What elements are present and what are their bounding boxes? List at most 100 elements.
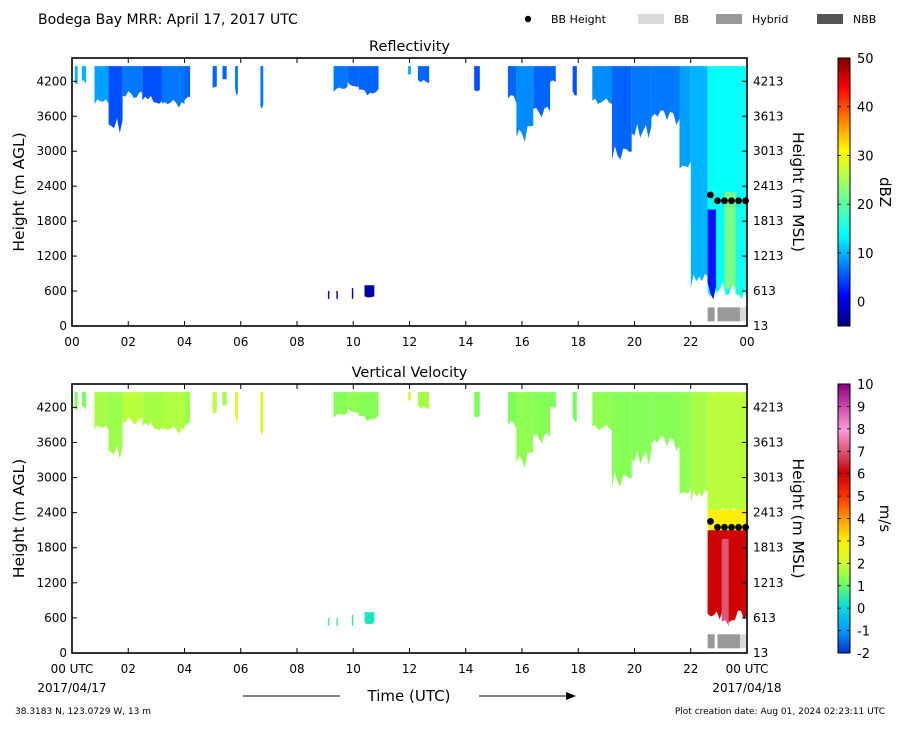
y-tick-label: 1200 (36, 576, 67, 590)
echo-column (533, 66, 551, 118)
legend-label: Hybrid (752, 13, 788, 26)
echo-column (358, 66, 379, 96)
bb-height-point (721, 197, 728, 205)
bb-height-point (714, 523, 721, 531)
echo-column (260, 66, 264, 109)
echo-column (651, 66, 680, 125)
echo-column (94, 392, 109, 431)
y2-tick-label: 3613 (753, 435, 784, 449)
legend-label: NBB (853, 13, 876, 26)
echo-column (651, 392, 680, 452)
echo-column (358, 392, 379, 422)
echo-column (707, 209, 717, 300)
echo-column (212, 392, 217, 415)
echo-column (235, 392, 238, 422)
legend-item-bb: BB (638, 13, 689, 26)
x-tick-label: 04 (177, 662, 192, 676)
colorbar-tick-label: -2 (857, 647, 870, 662)
legend-dot (524, 15, 532, 23)
y2-tick-label: 1813 (753, 541, 784, 555)
panel-title: Reflectivity (369, 39, 450, 55)
y2-tick-label: 2413 (753, 179, 784, 193)
y2-tick-label: 613 (753, 611, 776, 625)
x-tick-label: 18 (571, 662, 586, 676)
colorbar-tick-label: 1 (857, 580, 865, 595)
y-tick-label: 2400 (36, 179, 67, 193)
colorbar-tick-label: 40 (857, 101, 874, 116)
y-tick-label: 600 (44, 284, 67, 298)
echo-column (707, 392, 747, 524)
legend: BB Height BB Hybrid NBB (524, 13, 876, 26)
bb-height-point (735, 197, 742, 205)
echo-column (336, 291, 338, 300)
echo-column (679, 392, 691, 496)
y2-tick-label: 13 (753, 319, 768, 333)
bb-type-bar (739, 307, 747, 322)
echo-column (260, 392, 264, 435)
echo-column (333, 66, 348, 92)
x-tick-label: 02 (121, 335, 136, 349)
x-tick-label: 14 (458, 662, 473, 676)
echo-column (347, 392, 359, 414)
echo-column (222, 66, 227, 80)
echo-column (474, 66, 480, 92)
colorbar-label: m/s (876, 505, 894, 533)
x-axis-label: Time (UTC) (367, 687, 451, 705)
x-tick-label: 10 (346, 335, 361, 349)
legend-item-nbb: NBB (817, 13, 876, 26)
y-tick-label: 4200 (36, 74, 67, 88)
legend-label: BB Height (551, 13, 607, 26)
x-tick-label: 22 (683, 335, 698, 349)
colorbar-tick-label: 0 (857, 296, 865, 311)
echo-column (417, 392, 430, 410)
y2-axis-label: Height (m MSL) (789, 458, 807, 578)
echo-column (690, 66, 708, 289)
echo-column (81, 392, 87, 410)
echo-column (222, 392, 227, 406)
echo-column (122, 392, 143, 425)
y2-tick-label: 1813 (753, 214, 784, 228)
y-tick-label: 3000 (36, 144, 67, 158)
x-tick-label: 00 (64, 335, 79, 349)
echo-column (507, 66, 517, 104)
y2-tick-label: 3013 (753, 144, 784, 158)
echo-column (235, 66, 238, 96)
y-tick-label: 4200 (36, 400, 67, 414)
bb-type-bar (739, 634, 747, 649)
legend-swatch (638, 14, 664, 24)
echo-column (631, 66, 652, 139)
echo-column (327, 291, 330, 299)
colorbar-tick-label: 30 (857, 149, 874, 164)
colorbar-tick-label: 0 (857, 602, 865, 617)
x-tick-label: 08 (289, 335, 304, 349)
colorbar-tick-label: 7 (857, 445, 865, 460)
colorbar-tick-label: 50 (857, 52, 874, 67)
echo-column (184, 392, 191, 427)
y-axis-label: Height (m AGL) (10, 459, 28, 578)
echo-column (592, 66, 612, 104)
legend-swatch (716, 14, 742, 24)
x-tick-label: 00 UTC (726, 662, 769, 676)
x-tick-label: 18 (571, 335, 586, 349)
bb-height-point (742, 197, 749, 205)
echo-column (74, 392, 78, 411)
echo-column (108, 392, 123, 460)
bb-type-bar (707, 307, 715, 322)
echo-column (364, 612, 375, 625)
echo-column (81, 66, 87, 84)
y2-tick-label: 613 (753, 284, 776, 298)
echo-column (631, 392, 652, 465)
y-tick-label: 600 (44, 611, 67, 625)
y2-axis-label: Height (m MSL) (789, 132, 807, 252)
echo-column (592, 392, 612, 431)
echo-column (336, 617, 338, 627)
time-arrow-head (566, 692, 576, 700)
colorbar-tick-label: 3 (857, 535, 865, 550)
echo-column (184, 66, 191, 101)
echo-column (572, 392, 577, 422)
x-tick-label: 16 (514, 335, 529, 349)
colorbar-tick-label: 8 (857, 423, 865, 438)
x-tick-label: 08 (289, 662, 304, 676)
echo-column (721, 538, 729, 626)
